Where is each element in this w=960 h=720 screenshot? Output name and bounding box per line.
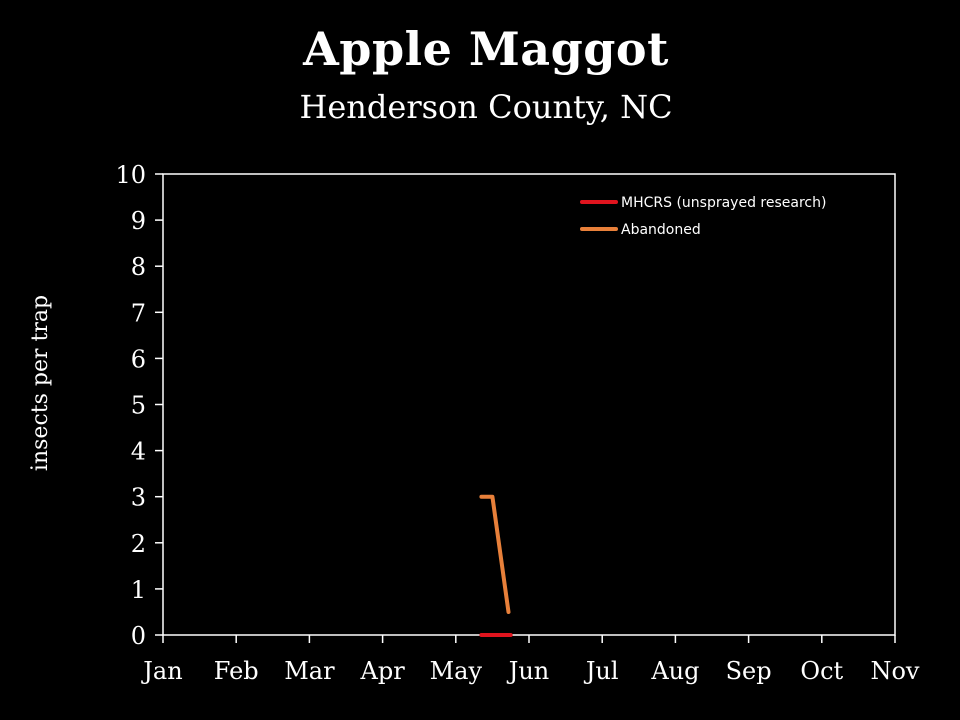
chart-subtitle: Henderson County, NC: [299, 88, 673, 126]
legend: MHCRS (unsprayed research) Abandoned: [580, 195, 826, 238]
x-tick-label: Apr: [360, 657, 406, 685]
y-tick-label: 8: [131, 253, 146, 281]
y-tick-label: 3: [131, 484, 146, 512]
y-tick-label: 2: [131, 530, 146, 558]
y-tick-label: 6: [131, 345, 146, 373]
legend-label: MHCRS (unsprayed research): [621, 195, 826, 211]
series-line-abandoned: [479, 494, 511, 614]
x-axis: Jan Feb Mar Apr May Jun Jul Aug Sep Oct Nov: [140, 635, 920, 685]
plot-area: [162, 173, 896, 636]
x-tick-label: May: [430, 657, 483, 685]
x-tick-label: Mar: [284, 657, 335, 685]
y-tick-label: 4: [131, 438, 146, 466]
x-tick-label: Jun: [506, 657, 550, 685]
x-tick-label: Oct: [800, 657, 843, 685]
y-axis-label: insects per trap: [28, 295, 53, 471]
y-tick-label: 7: [131, 299, 146, 327]
y-tick-label: 10: [115, 161, 146, 189]
y-axis: 0 1 2 3 4 5 6 7 8 9 10: [115, 161, 163, 650]
y-tick-label: 0: [131, 622, 146, 650]
x-tick-label: Nov: [870, 657, 919, 685]
y-tick-label: 5: [131, 392, 146, 420]
chart-title: Apple Maggot: [303, 22, 669, 76]
series-lines: [479, 494, 513, 637]
x-tick-label: Sep: [726, 657, 772, 685]
x-tick-label: Jul: [583, 657, 619, 685]
legend-label: Abandoned: [621, 222, 701, 238]
y-tick-label: 9: [131, 207, 146, 235]
y-tick-label: 1: [131, 576, 146, 604]
x-tick-label: Jan: [140, 657, 182, 685]
x-tick-label: Feb: [214, 657, 259, 685]
x-tick-label: Aug: [650, 657, 699, 685]
